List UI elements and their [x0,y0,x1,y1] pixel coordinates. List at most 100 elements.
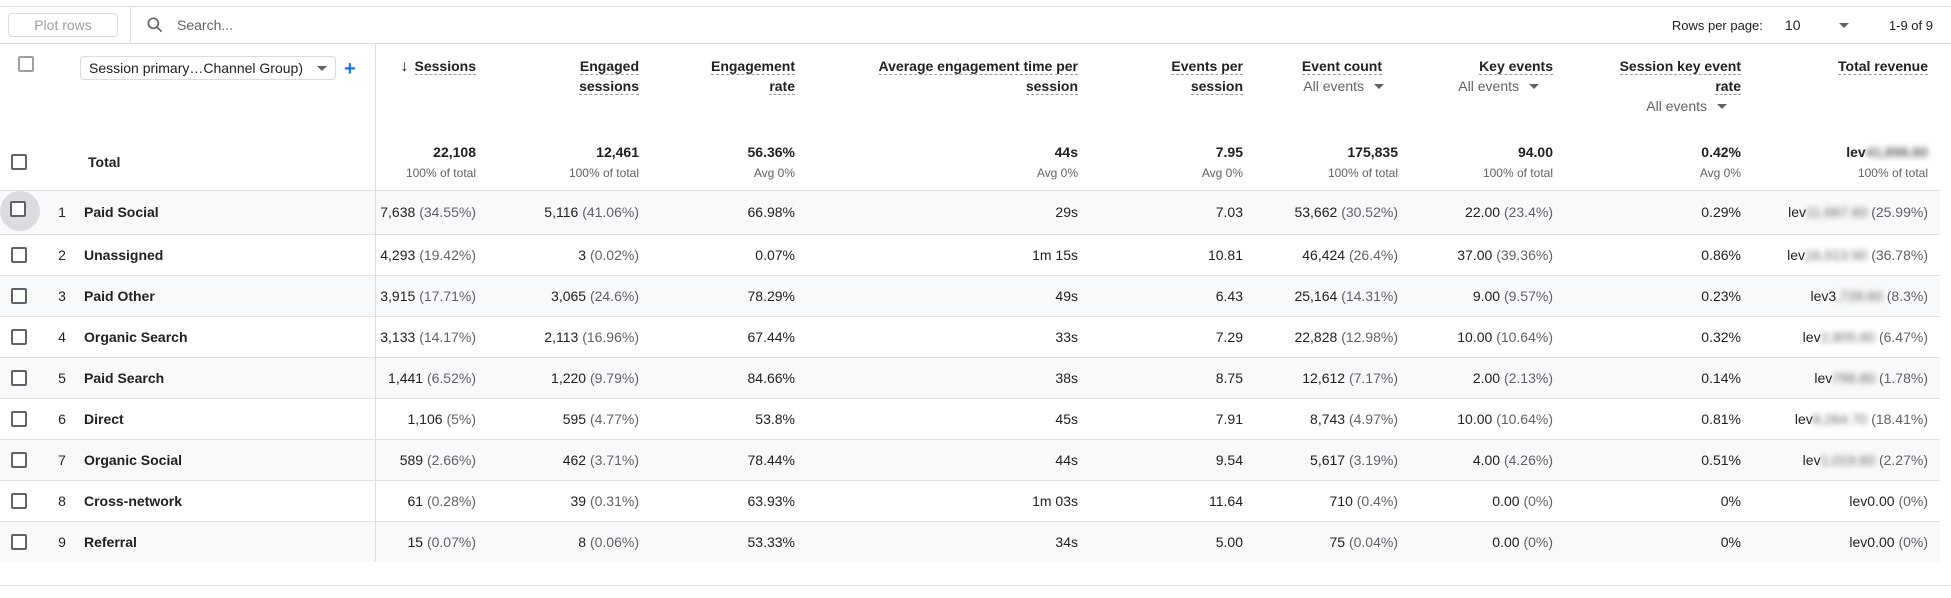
cell-value: 0% [1720,492,1741,509]
cell-value: 7,638 [380,204,416,220]
cell-value: 78.29% [747,287,795,304]
event-filter[interactable]: All events [1410,78,1553,94]
cell-value: 34s [1055,533,1078,550]
cell-sessions: 3,133 (14.17%) [375,316,488,357]
col-engaged-sessions[interactable]: Engaged sessions [488,44,651,134]
cell-sessions: 589 (2.66%) [375,439,488,480]
row-checkbox[interactable] [11,329,27,346]
row-dimension-value[interactable]: Paid Other [84,275,376,316]
row-index: 9 [58,533,66,550]
cell-value: 45s [1055,410,1078,427]
revenue-pct: (2.27%) [1878,451,1928,468]
table-row[interactable]: 6 Direct 1,106 (5%) 595 (4.77%) 53.8% 45s 7.91… [0,398,1940,439]
table-row[interactable]: 9 Referral 15 (0.07%) 8 (0.06%) 53.33% 34s 5.0… [0,521,1940,562]
col-event-count[interactable]: Event count All events [1255,44,1410,134]
table-row[interactable]: 8 Cross-network 61 (0.28%) 39 (0.31%) 63.93%… [0,480,1940,521]
event-filter[interactable]: All events [1255,78,1398,94]
col-label: Sessions [414,58,476,75]
col-key-events[interactable]: Key events All events [1410,44,1565,134]
row-checkbox[interactable] [11,534,27,551]
revenue-prefix: lev [1802,451,1821,468]
total-value: 0.42% [1701,143,1741,160]
search-input[interactable] [175,16,579,34]
col-label: Event count [1301,58,1382,75]
row-dimension-value[interactable]: Direct [84,398,376,439]
cell-key-events: 0.00 (0%) [1410,521,1565,562]
total-value: 44s [1054,143,1078,160]
row-dimension-value[interactable]: Paid Social [84,190,376,234]
plot-rows-button[interactable]: Plot rows [8,13,118,37]
col-events-per-session[interactable]: Events per session [1090,44,1255,134]
cell-engaged: 462 (3.71%) [488,439,651,480]
table-row[interactable]: 7 Organic Social 589 (2.66%) 462 (3.71%) 78.… [0,439,1940,480]
cell-events-per: 11.64 [1090,480,1255,521]
cell-key-events: 37.00 (39.36%) [1410,234,1565,275]
cell-avg-time: 34s [807,521,1090,562]
event-filter[interactable]: All events [1565,98,1741,114]
plus-icon[interactable]: + [344,57,356,80]
table-row[interactable]: 5 Paid Search 1,441 (6.52%) 1,220 (9.79%) 84… [0,357,1940,398]
row-dimension-value[interactable]: Organic Social [84,439,376,480]
table-row[interactable]: 4 Organic Search 3,133 (14.17%) 2,113 (16.9… [0,316,1940,357]
row-checkbox[interactable] [10,200,26,217]
cell-avg-time: 38s [807,357,1090,398]
row-checkbox-cell [0,480,40,521]
total-value: 94.00 [1517,143,1553,160]
col-total-revenue[interactable]: Total revenue [1753,44,1940,134]
row-dimension-value[interactable]: Organic Search [84,316,376,357]
cell-events-per: 10.81 [1090,234,1255,275]
row-index: 8 [58,492,66,509]
col-label: Events per session [1171,58,1243,95]
row-dimension-value[interactable]: Cross-network [84,480,376,521]
total-sub: 100% of total [1327,165,1398,180]
cell-skr: 0.51% [1565,439,1753,480]
total-value: lev [1846,143,1866,160]
toolbar-divider [130,6,131,44]
blurred-value: ,728.60 [1836,287,1883,304]
cell-key-events: 10.00 (10.64%) [1410,398,1565,439]
cell-eng-rate: 67.44% [651,316,807,357]
cell-pct: (4.97%) [1348,410,1398,427]
rows-per-page-select[interactable]: 10 [1785,17,1849,33]
table-row[interactable]: 3 Paid Other 3,915 (17.71%) 3,065 (24.6%) 78… [0,275,1940,316]
row-checkbox[interactable] [11,370,27,387]
row-checkbox[interactable] [11,493,27,510]
table-row[interactable]: 1 Paid Social 7,638 (34.55%) 5,116 (41.06%)… [0,190,1940,234]
col-sessions[interactable]: ↓ Sessions [375,44,488,134]
dimension-selector[interactable]: Session primary…Channel Group) [80,56,336,80]
cell-value: 0.29% [1701,204,1741,220]
select-all-checkbox[interactable] [17,56,34,72]
cell-value: 12,612 [1302,369,1346,386]
search-box[interactable] [145,15,579,35]
row-checkbox[interactable] [11,411,27,428]
cell-engaged: 2,113 (16.96%) [488,316,651,357]
cell-pct: (2.66%) [426,451,476,468]
cell-pct: (34.55%) [419,204,476,220]
cell-avg-time: 1m 15s [807,234,1090,275]
row-checkbox[interactable] [11,288,27,305]
table-row[interactable]: 2 Unassigned 4,293 (19.42%) 3 (0.02%) 0.07% 1… [0,234,1940,275]
pagination-range: 1-9 of 9 [1888,17,1933,33]
pagination: Rows per page: 10 1-9 of 9 [1672,7,1951,43]
row-dimension-value[interactable]: Paid Search [84,357,376,398]
cell-value: 10.00 [1457,410,1493,427]
dimension-header: Session primary…Channel Group) + [40,44,376,134]
total-revenue: lev41,898.80 100% of total [1753,134,1940,190]
cell-event-count: 22,828 (12.98%) [1255,316,1410,357]
row-checkbox[interactable] [11,247,27,264]
col-avg-engagement-time[interactable]: Average engagement time per session [807,44,1090,134]
total-sub: Avg 0% [1201,165,1243,180]
col-engagement-rate[interactable]: Engagement rate [651,44,807,134]
col-session-key-event-rate[interactable]: Session key event rate All events [1565,44,1753,134]
col-label: Total revenue [1838,58,1928,75]
total-sub: 100% of total [1857,165,1928,180]
cell-skr: 0.86% [1565,234,1753,275]
cell-eng-rate: 84.66% [651,357,807,398]
cell-revenue: lev0.00 (0%) [1753,480,1940,521]
total-checkbox[interactable] [11,154,27,171]
row-dimension-value[interactable]: Unassigned [84,234,376,275]
row-dimension-value[interactable]: Referral [84,521,376,562]
row-checkbox[interactable] [11,452,27,469]
col-label: Key events [1479,58,1553,75]
total-sub: Avg 0% [1699,165,1741,180]
